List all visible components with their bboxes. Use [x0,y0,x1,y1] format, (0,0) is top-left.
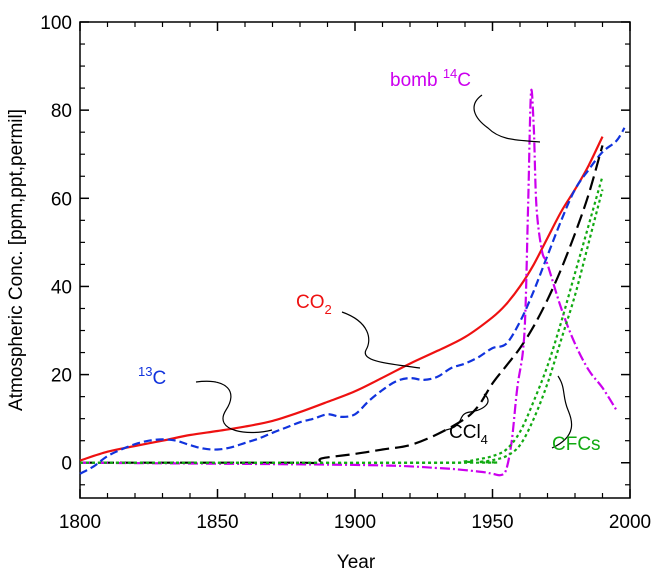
series-co2-line [79,136,604,462]
series-13c-line [79,127,626,475]
y-tick-label: 0 [61,454,72,475]
axis-tick-labels: 1800 1850 1900 1950 2000 0 20 40 60 80 100 [40,13,651,533]
series-label-co2: CO2 [296,292,332,317]
plot-frame [79,21,631,499]
series-cfcs-line-2 [79,189,604,464]
annotation-leaders [195,94,573,449]
series-bomb-14c-line [79,88,618,477]
leader-ccl4 [445,393,489,431]
x-tick-label: 2000 [609,512,651,533]
leader-co2 [341,311,421,369]
x-tick-label: 1800 [59,512,101,533]
leader-13c [195,380,273,434]
series-label-ccl4: CCl4 [449,422,488,447]
leader-bomb-14c [473,94,541,143]
series-lines [79,88,626,477]
y-tick-label: 100 [40,13,72,34]
x-tick-label: 1900 [334,512,376,533]
y-axis-title: Atmospheric Conc. [ppm,ppt,permil] [6,109,27,411]
x-tick-label: 1850 [196,512,238,533]
x-tick-label: 1950 [471,512,513,533]
series-ccl4-line [80,145,604,465]
axis-ticks [79,21,631,498]
series-label-bomb-14c: bomb 14C [390,66,471,91]
series-label-cfcs: CFCs [552,434,601,455]
y-tick-label: 40 [51,277,72,298]
y-tick-label: 60 [51,189,72,210]
leader-cfcs [551,375,573,449]
y-tick-label: 20 [51,366,72,387]
x-axis-title: Year [337,552,376,573]
y-tick-label: 80 [51,101,72,122]
series-label-13c: 13C [138,364,166,389]
